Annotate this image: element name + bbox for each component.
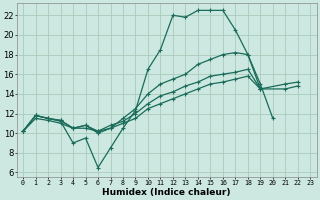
X-axis label: Humidex (Indice chaleur): Humidex (Indice chaleur): [102, 188, 231, 197]
